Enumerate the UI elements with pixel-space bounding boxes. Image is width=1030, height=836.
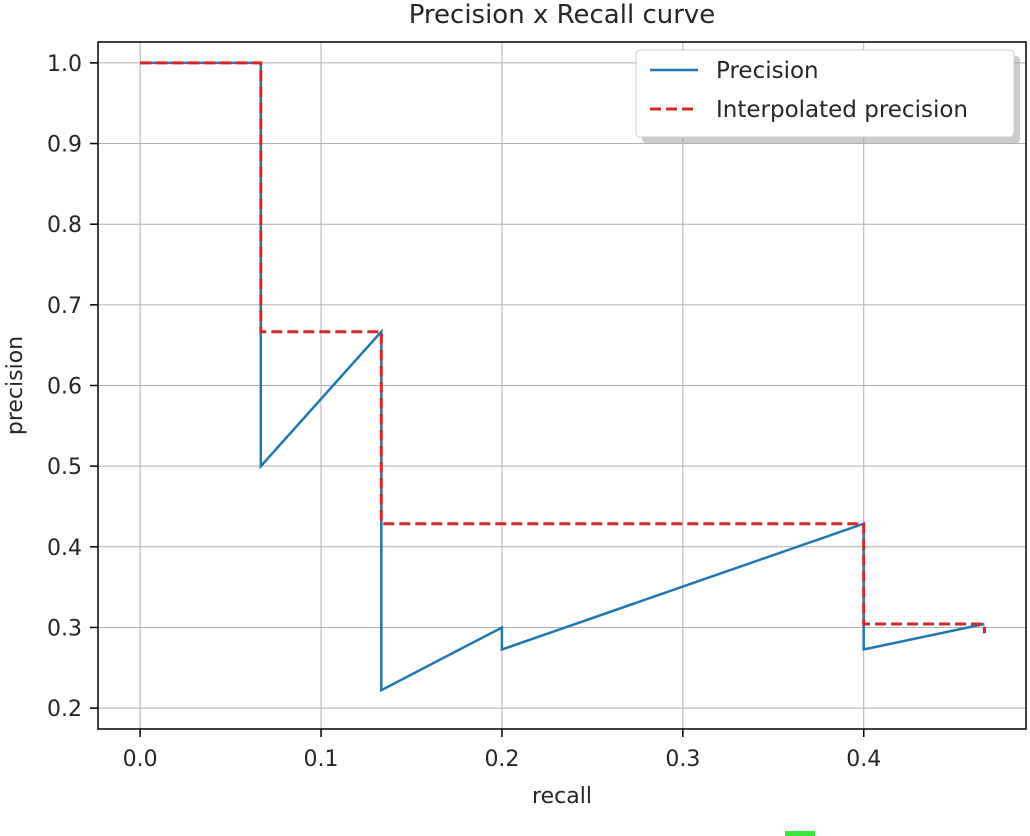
green-marker (785, 831, 815, 836)
axis-ticks: 0.0 0.1 0.2 0.3 0.4 0.2 0.3 0.4 0.5 0.6 0.7 0.8 0.9 1… (47, 52, 881, 772)
y-axis-label: precision (3, 336, 28, 435)
legend-label-interpolated-precision: Interpolated precision (716, 97, 968, 123)
grid (98, 42, 1026, 729)
y-tick-label: 0.7 (47, 294, 82, 319)
series-lines (140, 61, 986, 693)
y-tick-label: 0.6 (47, 375, 82, 400)
chart-title: Precision x Recall curve (409, 0, 716, 30)
y-tick-label: 0.3 (47, 616, 82, 641)
x-tick-label: 0.1 (304, 747, 339, 772)
y-tick-label: 1.0 (47, 52, 82, 77)
legend-label-precision: Precision (716, 58, 819, 84)
legend-box (635, 49, 1015, 138)
y-tick-label: 0.8 (47, 213, 82, 238)
x-tick-label: 0.0 (123, 747, 158, 772)
series-line-interpolated-precision (140, 61, 986, 634)
x-tick-label: 0.2 (484, 747, 519, 772)
y-tick-label: 0.2 (47, 697, 82, 722)
y-tick-label: 0.4 (47, 536, 82, 561)
x-tick-label: 0.4 (846, 747, 881, 772)
y-tick-label: 0.5 (47, 455, 82, 480)
y-tick-label: 0.9 (47, 133, 82, 158)
x-tick-label: 0.3 (665, 747, 700, 772)
x-axis-label: recall (532, 784, 592, 809)
legend: Precision Interpolated precision (635, 49, 1020, 143)
